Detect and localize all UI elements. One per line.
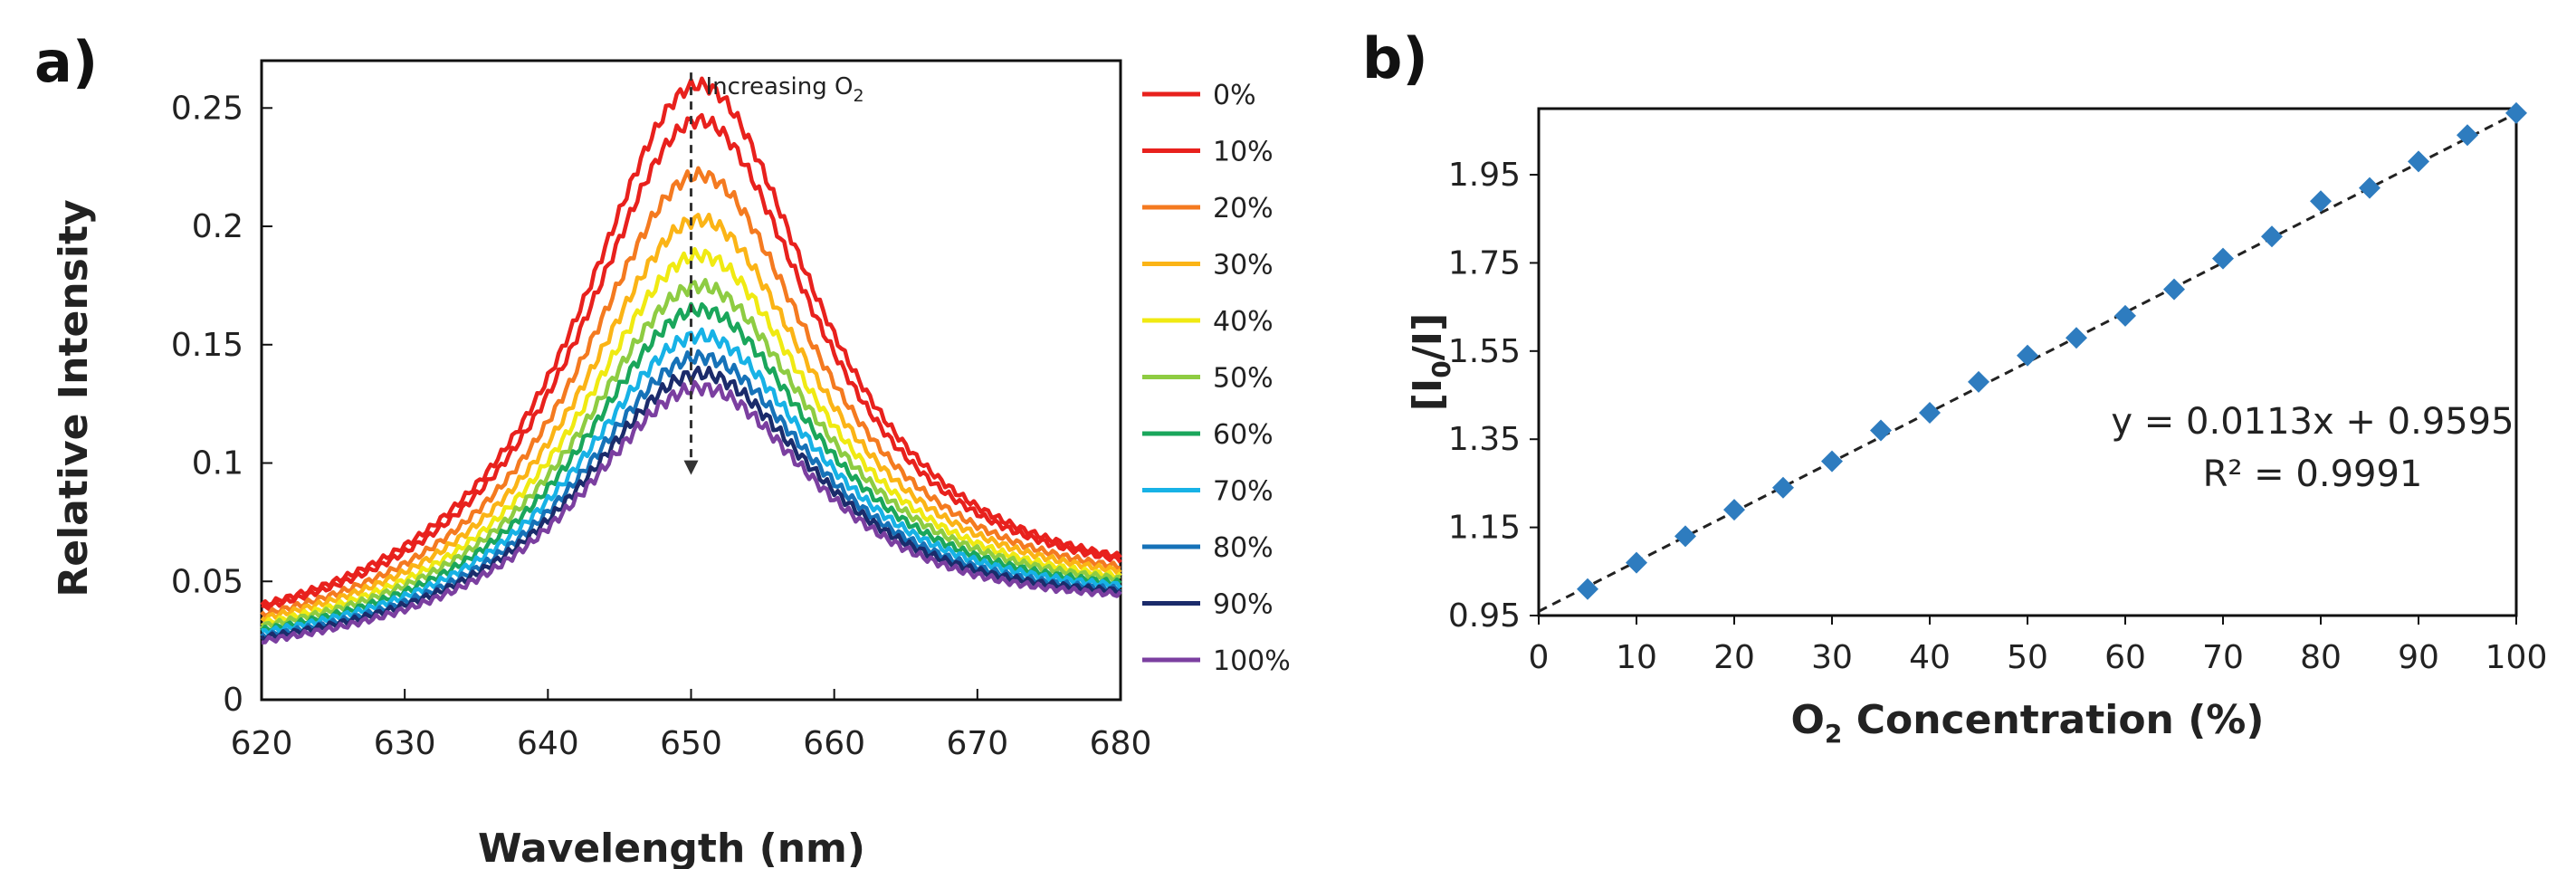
y-tick-label-b: 1.55 — [1448, 333, 1521, 370]
x-tick-label-a: 640 — [517, 725, 579, 762]
data-point — [1968, 370, 1989, 393]
y-tick-label-a: 0.2 — [192, 208, 243, 245]
y-tick-label-b: 1.35 — [1448, 421, 1521, 458]
data-point — [2017, 344, 2038, 367]
annotation-main: Increasing O — [706, 73, 854, 100]
legend-label: 50% — [1213, 363, 1274, 395]
data-point — [2359, 177, 2380, 199]
linear-fit-line — [1538, 111, 2517, 613]
legend-label: 20% — [1213, 193, 1274, 224]
legend-label: 60% — [1213, 419, 1274, 451]
y-tick-label-a: 0.05 — [171, 563, 243, 600]
spectrum-line-70pct — [261, 327, 1122, 636]
panel-label-b: b) — [1362, 25, 1428, 91]
x-tick-label-a: 660 — [803, 725, 865, 762]
x-tick-label-b: 10 — [1616, 639, 1657, 676]
increasing-o2-annotation: Increasing O2 — [683, 72, 864, 475]
y-tick-label-b: 1.95 — [1448, 157, 1521, 194]
x-tick-label-b: 60 — [2104, 639, 2146, 676]
data-point — [1821, 450, 1843, 473]
x-tick-label-b: 40 — [1909, 639, 1951, 676]
y-axis-title-b: [I0/I] — [1405, 313, 1456, 412]
legend-label: 10% — [1213, 137, 1274, 168]
data-point — [2212, 247, 2234, 270]
data-point — [1919, 402, 1941, 424]
data-point — [2261, 225, 2283, 248]
spectrum-line-60pct — [260, 301, 1122, 633]
x-axis-ticks-a: 620 630 640 650 660 670 680 — [231, 689, 1152, 762]
legend-label: 70% — [1213, 476, 1274, 508]
spectrum-line-50pct — [260, 278, 1121, 630]
legend-label: 0% — [1213, 80, 1256, 111]
emission-spectra-chart: Increasing O2 620 630 640 650 660 670 680 0 0.0… — [51, 59, 1291, 869]
spectrum-line-30pct — [260, 212, 1122, 623]
legend-label: 80% — [1213, 532, 1274, 564]
x-tick-label-a: 680 — [1090, 725, 1152, 762]
y-tick-label-a: 0.1 — [192, 445, 243, 482]
y-tick-label-a: 0 — [223, 682, 243, 719]
legend: 0% 10% 20% 30% 40% 50% 60% 70% 80% 90% 100% — [1142, 80, 1291, 677]
annotation-arrowhead — [683, 460, 699, 475]
x-tick-label-b: 50 — [2007, 639, 2048, 676]
x-tick-label-b: 0 — [1529, 639, 1550, 676]
x-title-b-sub: 2 — [1825, 719, 1842, 749]
fit-equation: y = 0.0113x + 0.9595 — [2111, 401, 2514, 443]
spectra-lines — [260, 76, 1122, 645]
x-title-b-pre: O — [1790, 697, 1824, 743]
x-tick-label-a: 670 — [946, 725, 1008, 762]
annotation-subscript: 2 — [853, 86, 863, 106]
data-point — [1674, 525, 1696, 548]
x-tick-label-b: 80 — [2300, 639, 2342, 676]
x-axis-title-b: O2 Concentration (%) — [1790, 697, 2264, 749]
y-axis-title-a: Relative Intensity — [51, 199, 97, 597]
x-tick-label-b: 70 — [2202, 639, 2244, 676]
y-axis-ticks-b: 0.95 1.15 1.35 1.55 1.75 1.95 — [1448, 157, 1539, 635]
x-tick-label-a: 630 — [374, 725, 436, 762]
x-axis-title-a: Wavelength (nm) — [478, 826, 865, 869]
legend-label: 100% — [1213, 645, 1291, 677]
fit-r-squared: R² = 0.9991 — [2203, 454, 2423, 495]
y-axis-ticks-a: 0 0.05 0.1 0.15 0.2 0.25 — [171, 90, 272, 719]
data-point — [2114, 304, 2136, 327]
y-tick-label-b: 1.75 — [1448, 244, 1521, 282]
annotation-text: Increasing O2 — [706, 73, 864, 106]
data-point — [1577, 578, 1598, 600]
x-tick-label-a: 620 — [231, 725, 293, 762]
y-title-b-post: /I] — [1405, 313, 1451, 361]
data-point — [1772, 476, 1794, 499]
data-point — [2066, 327, 2087, 349]
data-point — [2505, 101, 2527, 124]
x-tick-label-b: 90 — [2398, 639, 2439, 676]
x-tick-label-b: 30 — [1811, 639, 1853, 676]
y-title-b-sub: 0 — [1426, 360, 1456, 377]
panel-label-a: a) — [34, 29, 98, 95]
data-point — [1870, 419, 1892, 442]
data-point — [2457, 124, 2478, 147]
legend-label: 40% — [1213, 306, 1274, 338]
x-tick-label-b: 100 — [2485, 639, 2548, 676]
data-point — [2163, 278, 2185, 301]
x-tick-label-b: 20 — [1713, 639, 1755, 676]
data-point — [1723, 499, 1745, 521]
data-point — [2408, 150, 2429, 173]
stern-volmer-chart: 0 10 20 30 40 50 60 70 80 90 100 0.951.151.351.551… — [1405, 101, 2548, 749]
x-axis-ticks-b: 0 10 20 30 40 50 60 70 80 90 100 — [1529, 616, 2548, 676]
y-tick-label-a: 0.25 — [171, 90, 243, 127]
y-tick-label-a: 0.15 — [171, 327, 243, 364]
x-tick-label-a: 650 — [660, 725, 722, 762]
data-point — [2310, 190, 2332, 213]
x-title-b-post: Concentration (%) — [1842, 697, 2264, 743]
y-tick-label-b: 0.95 — [1448, 597, 1521, 635]
data-points — [1577, 101, 2527, 600]
legend-label: 90% — [1213, 589, 1274, 621]
y-tick-label-b: 1.15 — [1448, 510, 1521, 547]
data-point — [1626, 551, 1647, 574]
legend-label: 30% — [1213, 250, 1274, 282]
y-title-b-pre: [I — [1405, 378, 1451, 411]
